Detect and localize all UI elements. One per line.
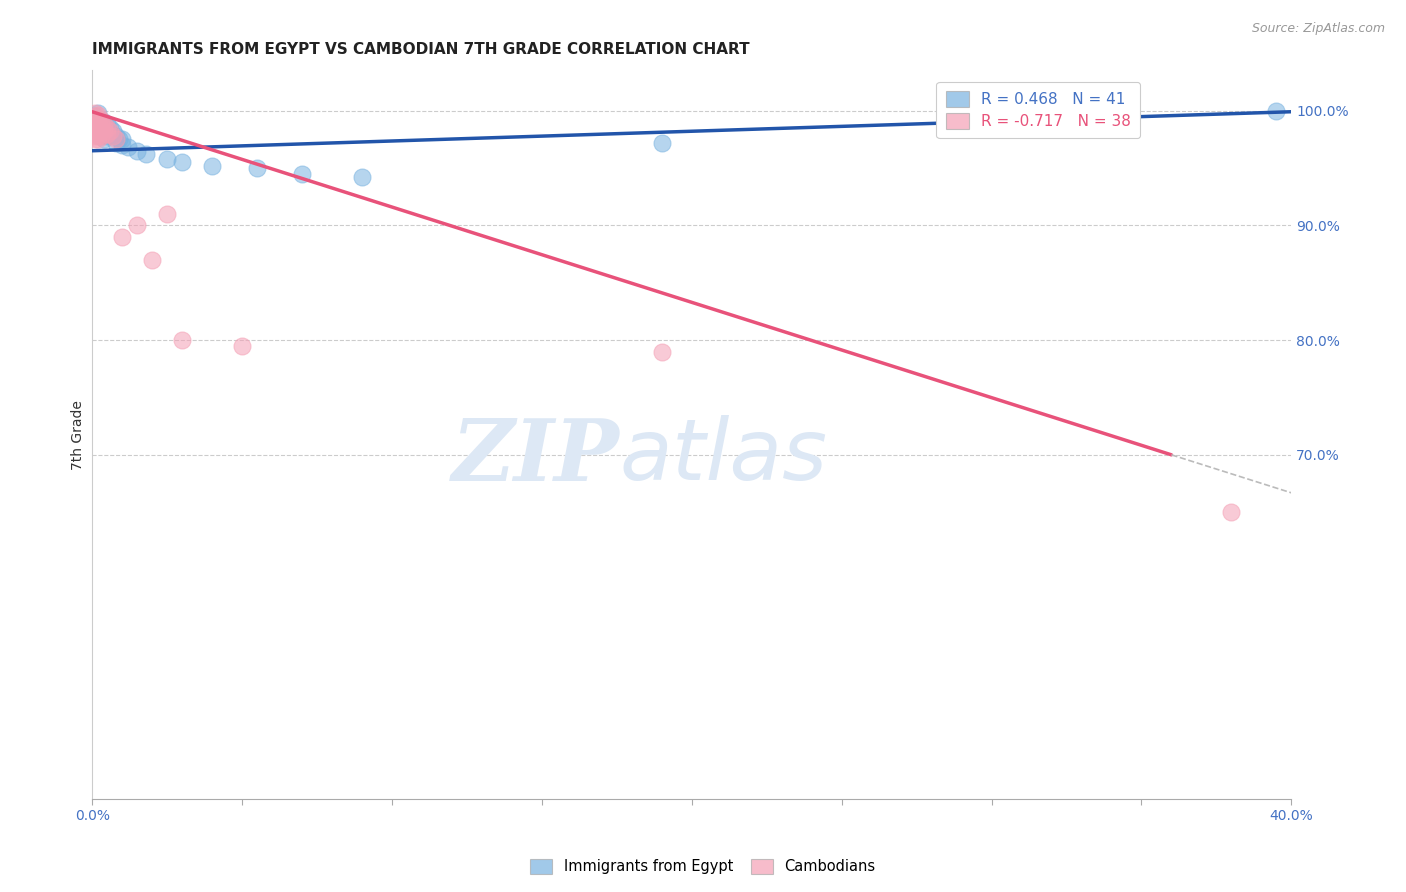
Point (87, 124, 110, 138)
Point (87, 117, 110, 131)
Point (172, 155, 194, 169)
Point (98, 124, 121, 138)
Point (108, 132, 131, 146)
Point (84, 115, 107, 129)
Point (84, 117, 107, 131)
Point (84, 109, 107, 123)
Point (84, 117, 107, 131)
Point (117, 140, 139, 154)
Point (93, 117, 115, 131)
Point (111, 138, 134, 153)
Point (84, 120, 107, 135)
Point (93, 120, 115, 135)
Point (105, 128, 128, 143)
Text: atlas: atlas (620, 415, 828, 498)
Point (93, 132, 115, 146)
Point (93, 127, 115, 141)
Point (93, 124, 115, 138)
Y-axis label: 7th Grade: 7th Grade (72, 400, 86, 470)
Text: ZIP: ZIP (451, 415, 620, 499)
Point (127, 219, 149, 233)
Point (84, 128, 107, 143)
Point (84, 132, 107, 146)
Point (291, 167, 314, 181)
Point (84, 106, 107, 120)
Point (156, 207, 179, 221)
Point (651, 344, 673, 359)
Point (201, 159, 224, 173)
Point (87, 106, 110, 120)
Point (105, 136, 128, 150)
Point (111, 132, 134, 146)
Point (96, 127, 118, 141)
Point (141, 252, 163, 267)
Point (111, 229, 134, 244)
Point (231, 339, 253, 353)
Text: IMMIGRANTS FROM EGYPT VS CAMBODIAN 7TH GRADE CORRELATION CHART: IMMIGRANTS FROM EGYPT VS CAMBODIAN 7TH G… (93, 42, 749, 57)
Point (84, 124, 107, 138)
Point (93, 115, 115, 129)
Legend: R = 0.468   N = 41, R = -0.717   N = 38: R = 0.468 N = 41, R = -0.717 N = 38 (936, 82, 1140, 138)
Point (98, 120, 121, 135)
Point (96, 120, 118, 135)
Point (651, 136, 673, 150)
Point (172, 333, 194, 347)
Point (96, 117, 118, 131)
Point (1220, 505, 1243, 519)
Point (87, 117, 110, 131)
Point (90, 112, 112, 127)
Point (87, 112, 110, 127)
Point (93, 120, 115, 135)
Legend: Immigrants from Egypt, Cambodians: Immigrants from Egypt, Cambodians (524, 853, 882, 880)
Point (90, 124, 112, 138)
Point (90, 120, 112, 135)
Point (84, 127, 107, 141)
Point (87, 112, 110, 126)
Point (101, 124, 124, 138)
Point (90, 124, 112, 138)
Point (87, 120, 110, 135)
Point (135, 147, 157, 161)
Point (87, 108, 110, 122)
Point (350, 170, 373, 185)
Point (90, 128, 112, 143)
Point (98, 127, 121, 141)
Point (84, 112, 107, 126)
Point (84, 115, 107, 129)
Point (87, 132, 110, 146)
Point (84, 109, 107, 123)
Point (87, 124, 110, 138)
Point (246, 161, 269, 175)
Point (105, 132, 128, 146)
Point (96, 124, 118, 138)
Point (84, 120, 107, 135)
Point (84, 127, 107, 141)
Point (90, 112, 112, 127)
Point (1265, 103, 1288, 118)
Point (156, 152, 179, 166)
Point (90, 128, 112, 143)
Text: Source: ZipAtlas.com: Source: ZipAtlas.com (1251, 22, 1385, 36)
Point (127, 144, 149, 158)
Point (87, 120, 110, 135)
Point (87, 128, 110, 143)
Point (90, 117, 112, 131)
Point (96, 128, 118, 143)
Point (101, 128, 124, 143)
Point (101, 128, 124, 143)
Point (90, 119, 112, 133)
